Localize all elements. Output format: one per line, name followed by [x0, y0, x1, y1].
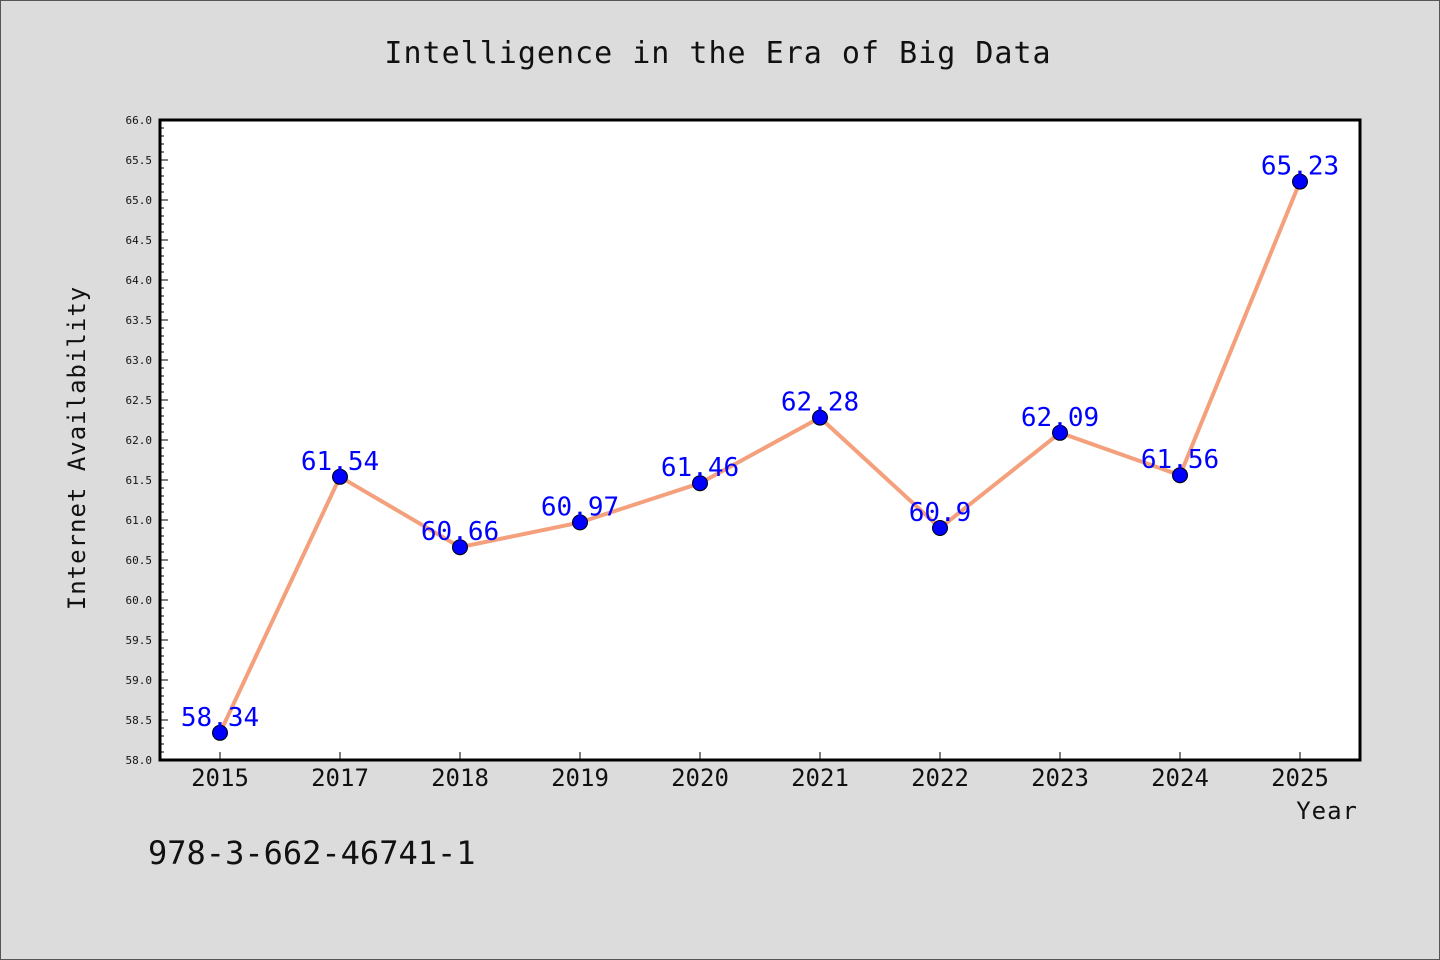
y-tick-label: 63.5: [126, 314, 153, 327]
series-line: [218, 179, 1302, 735]
x-tick-label: 2021: [791, 764, 849, 792]
y-tick-label: 60.5: [126, 554, 153, 567]
y-tick-label: 62.5: [126, 394, 153, 407]
plot-border: [158, 118, 1362, 762]
x-tick-label: 2024: [1151, 764, 1209, 792]
x-tick-label: 2020: [671, 764, 729, 792]
data-point-marker: [692, 475, 708, 492]
data-label: 62.28: [781, 388, 859, 418]
y-tick-label: 61.5: [126, 474, 153, 487]
data-point-marker: [932, 520, 948, 536]
y-tick-label: 65.0: [126, 194, 153, 207]
y-tick-label: 58.5: [126, 714, 153, 727]
data-point-marker: [812, 409, 828, 426]
data-point-marker: [212, 724, 228, 741]
y-axis-label: Internet Availability: [63, 286, 91, 610]
data-label: 60.66: [421, 517, 499, 547]
data-label: 61.56: [1141, 445, 1219, 475]
data-label: 61.46: [661, 453, 739, 483]
data-label: 62.09: [1021, 403, 1099, 433]
data-labels: 58.34 61.54 60.66 60.97 61.46 62.28 60.9 62.09 6…: [181, 152, 1339, 733]
y-tick-label: 66.0: [126, 114, 153, 127]
y-tick-label: 64.5: [126, 234, 153, 247]
x-axis: 2015 2017 2018 2019 2020 2021 2022 2023 2024 2025: [191, 752, 1329, 792]
plot-area: [160, 120, 1360, 760]
x-tick-label: 2022: [911, 764, 969, 792]
data-point-marker: [572, 514, 588, 531]
y-tick-label: 58.0: [126, 754, 153, 767]
data-point-marker: [332, 468, 348, 485]
data-point-marker: [452, 539, 468, 556]
y-tick-label: 59.0: [126, 674, 153, 687]
y-tick-label: 59.5: [126, 634, 153, 647]
series-line-group: [212, 173, 1308, 741]
data-point-marker: [1292, 173, 1308, 190]
y-tick-label: 60.0: [126, 594, 153, 607]
y-tick-label: 65.5: [126, 154, 153, 167]
data-point-marker: [1172, 467, 1188, 484]
y-axis: 58.0 58.5 59.0 59.5 60.0 60.5 61.0 61.5 62.0 62.5…: [126, 114, 168, 767]
data-label: 60.9: [909, 498, 972, 528]
x-tick-label: 2023: [1031, 764, 1089, 792]
data-point-marker: [1052, 424, 1068, 441]
x-tick-label: 2018: [431, 764, 489, 792]
x-tick-label: 2015: [191, 764, 249, 792]
data-label: 60.97: [541, 492, 619, 522]
data-label: 65.23: [1261, 152, 1339, 182]
y-tick-label: 64.0: [126, 274, 153, 287]
y-tick-label: 61.0: [126, 514, 153, 527]
chart-title: Intelligence in the Era of Big Data: [384, 36, 1051, 71]
x-tick-label: 2019: [551, 764, 609, 792]
y-tick-label: 63.0: [126, 354, 153, 367]
x-axis-label: Year: [1296, 797, 1358, 825]
data-label: 58.34: [181, 703, 259, 733]
footnote-isbn: 978-3-662-46741-1: [148, 834, 476, 872]
y-tick-label: 62.0: [126, 434, 153, 447]
x-tick-label: 2025: [1271, 764, 1329, 792]
x-tick-label: 2017: [311, 764, 369, 792]
data-label: 61.54: [301, 447, 379, 477]
